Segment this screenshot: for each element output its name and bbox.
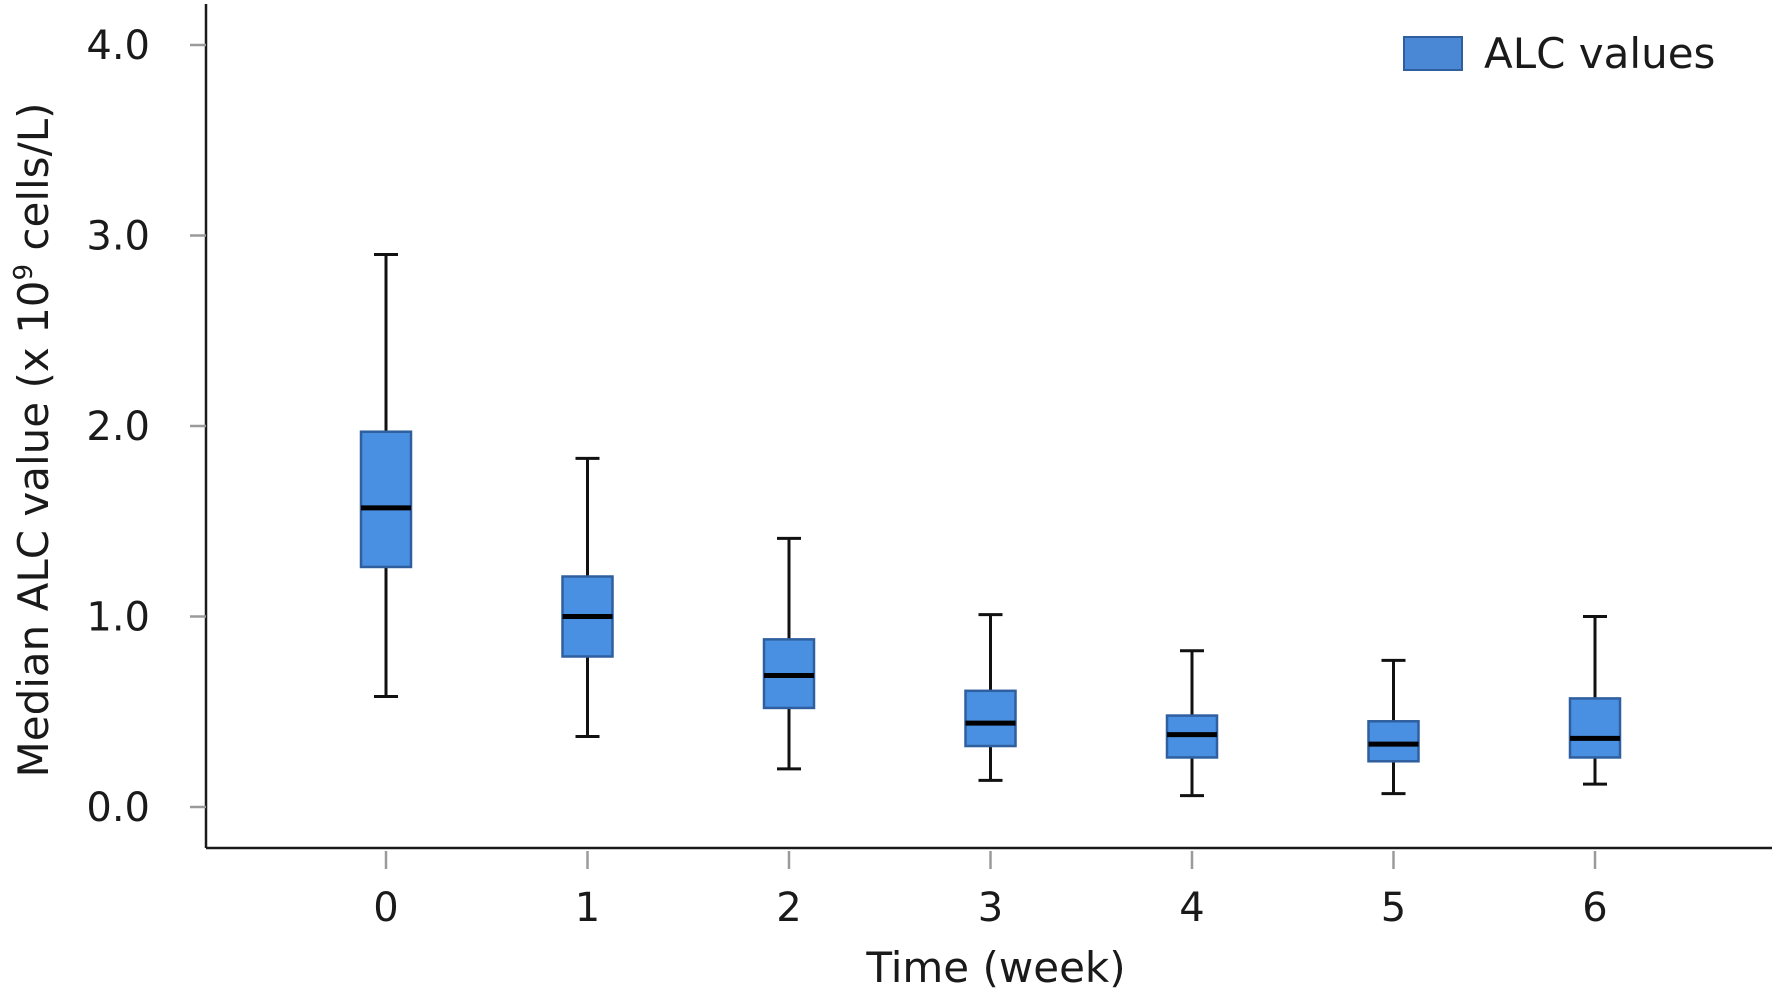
- y-tick-label: 2.0: [86, 404, 150, 450]
- x-tick-label: 3: [978, 885, 1003, 931]
- x-tick-label: 1: [575, 885, 600, 931]
- x-axis-ticks: 0 1 2 3 4 5 6: [373, 851, 1608, 931]
- iqr-box: [1568, 697, 1622, 759]
- y-axis-label-suffix: cells/L): [9, 102, 58, 263]
- box-week-0: [359, 253, 413, 699]
- legend-label: ALC values: [1484, 29, 1715, 78]
- y-tick-label: 4.0: [86, 23, 150, 69]
- y-axis-label-prefix: Median ALC value (x 10: [9, 280, 58, 777]
- iqr-box: [964, 689, 1017, 748]
- box-series: [359, 253, 1622, 798]
- iqr-box: [359, 430, 413, 569]
- x-tick-label: 4: [1179, 885, 1204, 931]
- x-axis-label: Time (week): [865, 943, 1125, 992]
- box-week-4: [1165, 649, 1219, 798]
- box-week-1: [561, 456, 614, 739]
- box-week-3: [964, 613, 1017, 782]
- box-week-6: [1568, 615, 1622, 786]
- x-tick-label: 5: [1381, 885, 1406, 931]
- legend: ALC values: [1403, 29, 1715, 78]
- iqr-box: [1367, 720, 1420, 763]
- x-tick-label: 2: [776, 885, 801, 931]
- y-tick-label: 1.0: [86, 595, 150, 641]
- legend-swatch: [1403, 36, 1463, 71]
- y-axis-label: Median ALC value (x 109 cells/L): [9, 102, 58, 777]
- plot-area: 0.0 1.0 2.0 3.0 4.0 0 1 2 3 4 5 6: [86, 4, 1772, 931]
- y-tick-label: 3.0: [86, 214, 150, 260]
- box-week-2: [762, 536, 816, 771]
- box-week-5: [1367, 658, 1420, 796]
- y-axis-ticks: 0.0 1.0 2.0 3.0 4.0: [86, 23, 206, 831]
- y-axis-label-superscript: 9: [9, 264, 39, 281]
- x-tick-label: 0: [373, 885, 398, 931]
- x-tick-label: 6: [1582, 885, 1607, 931]
- y-tick-label: 0.0: [86, 785, 150, 831]
